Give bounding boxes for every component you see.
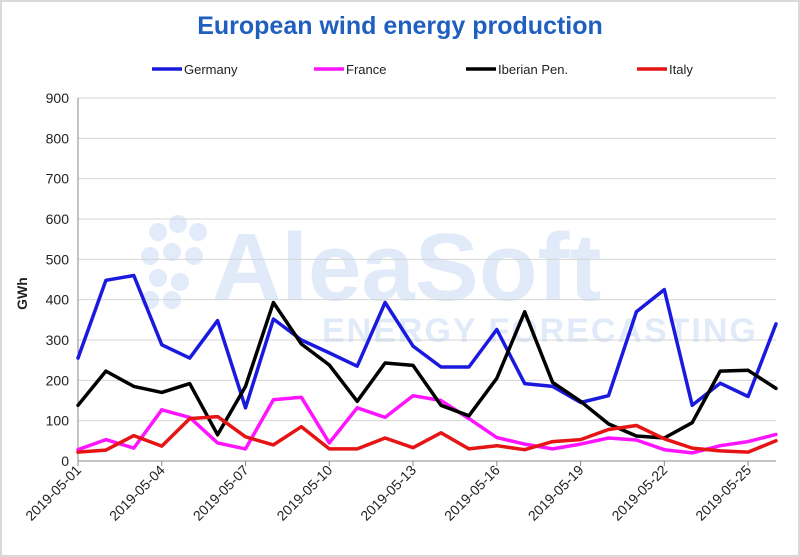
x-tick-label: 2019-05-01: [22, 462, 84, 524]
chart-title: European wind energy production: [197, 12, 603, 40]
series-line-france: [76, 393, 778, 455]
legend-label: Iberian Pen.: [498, 62, 568, 77]
legend-label: Italy: [669, 62, 693, 77]
watermark-dot: [163, 243, 181, 261]
y-axis-ticks: 0 100 200 300 400 500 600 700 800 900: [46, 90, 70, 469]
x-tick-label: 2019-05-10: [273, 462, 335, 524]
watermark-text: AleaSoft: [212, 214, 601, 321]
y-axis-label: GWh: [14, 277, 30, 310]
y-tick-label: 600: [46, 211, 70, 227]
y-tick-label: 700: [46, 171, 70, 187]
x-tick-label: 2019-05-25: [692, 462, 754, 524]
y-tick-label: 800: [46, 130, 70, 146]
watermark-dot: [169, 215, 187, 233]
y-tick-label: 500: [46, 251, 70, 267]
y-tick-label: 100: [46, 413, 70, 429]
y-tick-label: 300: [46, 332, 70, 348]
legend: Germany France Iberian Pen. Italy: [152, 62, 693, 77]
watermark-dot: [171, 273, 189, 291]
x-tick-label: 2019-05-04: [106, 462, 168, 524]
x-axis-ticks: 2019-05-01 2019-05-04 2019-05-07 2019-05-10…: [22, 461, 754, 524]
legend-label: Germany: [184, 62, 238, 77]
watermark-dot: [185, 247, 203, 265]
series-line-germany: [76, 273, 778, 410]
y-tick-label: 900: [46, 90, 70, 106]
watermark-dot: [141, 247, 159, 265]
legend-label: France: [346, 62, 386, 77]
series-lines: [76, 273, 778, 455]
x-tick-label: 2019-05-07: [190, 462, 252, 524]
y-tick-label: 400: [46, 292, 70, 308]
watermark-dot: [149, 269, 167, 287]
x-tick-label: 2019-05-22: [608, 462, 670, 524]
grid: [77, 97, 776, 462]
watermark-subtext: ENERGY FORECASTING: [322, 312, 758, 350]
watermark-dot: [149, 223, 167, 241]
x-tick-label: 2019-05-13: [357, 462, 419, 524]
y-tick-label: 0: [61, 453, 69, 469]
series-line-italy: [76, 414, 778, 454]
y-tick-label: 200: [46, 372, 70, 388]
x-tick-label: 2019-05-19: [525, 462, 587, 524]
watermark-dot: [189, 223, 207, 241]
x-tick-label: 2019-05-16: [441, 462, 503, 524]
